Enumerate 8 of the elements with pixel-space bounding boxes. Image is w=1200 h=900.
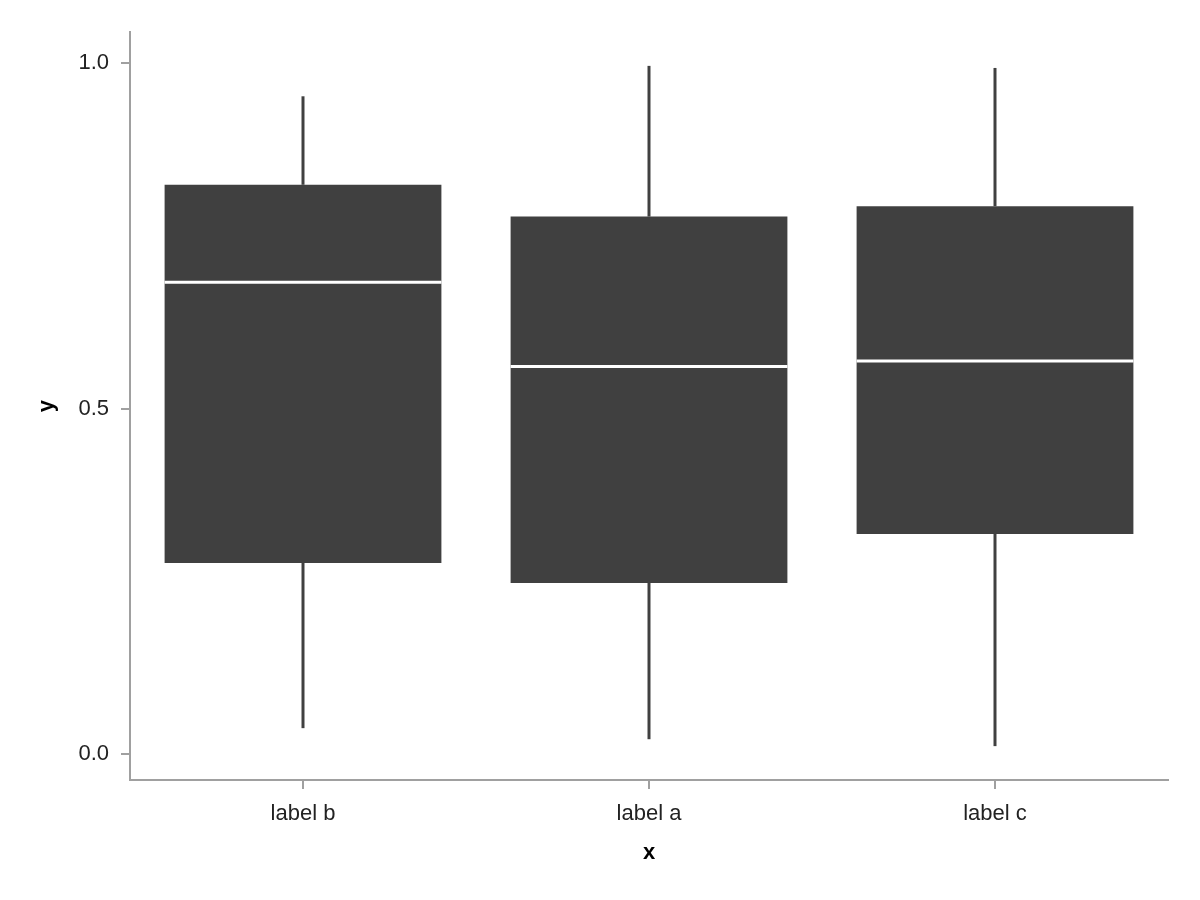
x-axis-title: x [642,838,656,864]
y-tick-label: 0.5 [78,394,109,420]
y-tick-label: 0.0 [78,740,109,766]
y-axis-title: y [33,399,59,413]
x-tick-label: label c [963,800,1027,826]
x-tick-label: label b [270,800,336,826]
y-tick-label: 1.0 [78,49,109,75]
x-tick-label: label a [616,800,683,826]
